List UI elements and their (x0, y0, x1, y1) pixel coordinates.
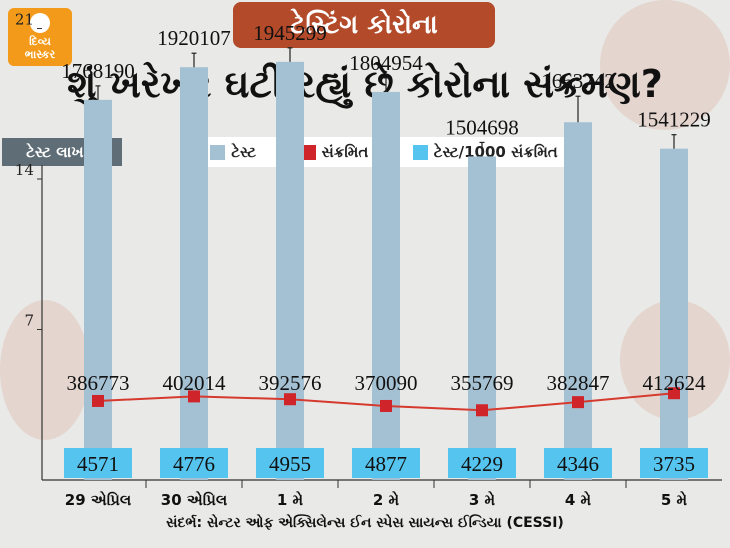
x-tick-label-2: 1 મે (277, 490, 304, 509)
legend-label-ratio: ટેસ્ટ/1000 સંક્રમિત (433, 143, 558, 161)
x-tick-label-0: 29 એપ્રિલ (65, 490, 132, 509)
marker-infected-5 (572, 396, 584, 409)
topic-label: ટેસ્ટિંગ કોરોના (233, 2, 495, 48)
legend-swatch-infected (300, 144, 316, 160)
legend-item-ratio: ટેસ્ટ/1000 સંક્રમિત (412, 143, 558, 161)
source-note: સંદર્ભ: સેન્ટર ઓફ એક્સિલેન્સ ઈન સ્પેસ સા… (166, 515, 564, 531)
brand-logo: દિવ્ય ભાસ્કર (8, 8, 72, 66)
marker-infected-0 (92, 394, 104, 407)
bar-label-6: 1541229 (637, 108, 711, 132)
bar-tests-6 (660, 148, 688, 480)
bar-tests-0 (84, 99, 112, 480)
ratio-label-2: 4955 (269, 452, 311, 476)
infected-label-5: 382847 (547, 371, 610, 395)
ratio-box-6 (640, 448, 708, 478)
brand-line2: ભાસ્કર (24, 48, 56, 61)
bar-label-4: 1504698 (445, 115, 519, 139)
infected-label-6: 412624 (643, 371, 707, 395)
ratio-box-5 (544, 448, 612, 478)
infected-label-0: 386773 (67, 371, 130, 395)
legend-swatch-tests (210, 144, 226, 160)
infected-label-2: 392576 (259, 371, 322, 395)
x-tick-label-5: 4 મે (565, 490, 592, 509)
infected-label-3: 370090 (355, 371, 418, 395)
bar-label-1: 1920107 (157, 26, 231, 50)
bar-tests-4 (468, 156, 496, 481)
ratio-label-1: 4776 (173, 452, 215, 476)
ratio-box-3 (352, 448, 420, 478)
legend-label-infected: સંક્રમિત (321, 143, 369, 161)
sun-icon (30, 13, 50, 33)
marker-infected-1 (188, 390, 200, 403)
bar-label-3: 1804954 (349, 51, 423, 75)
x-tick-label-1: 30 એપ્રિલ (161, 490, 228, 509)
y-tick-label-1: 14 (15, 161, 34, 179)
bar-tests-3 (372, 91, 400, 481)
y-tick-label-0: 7 (24, 312, 34, 330)
marker-infected-3 (380, 399, 392, 412)
x-tick-label-3: 2 મે (373, 490, 400, 509)
x-tick-label-4: 3 મે (469, 490, 496, 509)
bar-label-0: 1768190 (61, 59, 135, 83)
marker-infected-4 (476, 404, 488, 417)
ratio-box-1 (160, 448, 228, 478)
infected-label-1: 402014 (163, 371, 227, 395)
ratio-label-4: 4229 (461, 452, 503, 476)
legend-label-tests: ટેસ્ટ (231, 143, 257, 161)
marker-infected-6 (668, 387, 680, 400)
bar-tests-1 (180, 67, 208, 480)
bar-tests-2 (276, 61, 304, 480)
brand-line1: દિવ્ય (29, 35, 51, 48)
infected-label-4: 355769 (451, 371, 514, 395)
headline: શું ખરેખર ઘટી રહ્યું છે કોરોના સંક્રમણ? (67, 62, 663, 106)
legend-swatch-ratio (412, 144, 428, 160)
ratio-label-3: 4877 (365, 452, 407, 476)
bar-label-2: 1945299 (253, 21, 327, 45)
ratio-box-2 (256, 448, 324, 478)
ratio-label-5: 4346 (557, 452, 599, 476)
marker-infected-2 (284, 393, 296, 406)
ratio-box-4 (448, 448, 516, 478)
x-tick-label-6: 5 મે (661, 490, 688, 509)
legend-item-tests: ટેસ્ટ (210, 143, 256, 161)
y-tick-label-2: 21 (15, 11, 34, 29)
legend-item-infected: સંક્રમિત (300, 143, 369, 161)
bar-label-5: 1663742 (541, 69, 615, 93)
ratio-label-0: 4571 (77, 452, 119, 476)
ratio-label-6: 3735 (653, 452, 695, 476)
bar-tests-5 (564, 122, 592, 481)
ratio-box-0 (64, 448, 132, 478)
